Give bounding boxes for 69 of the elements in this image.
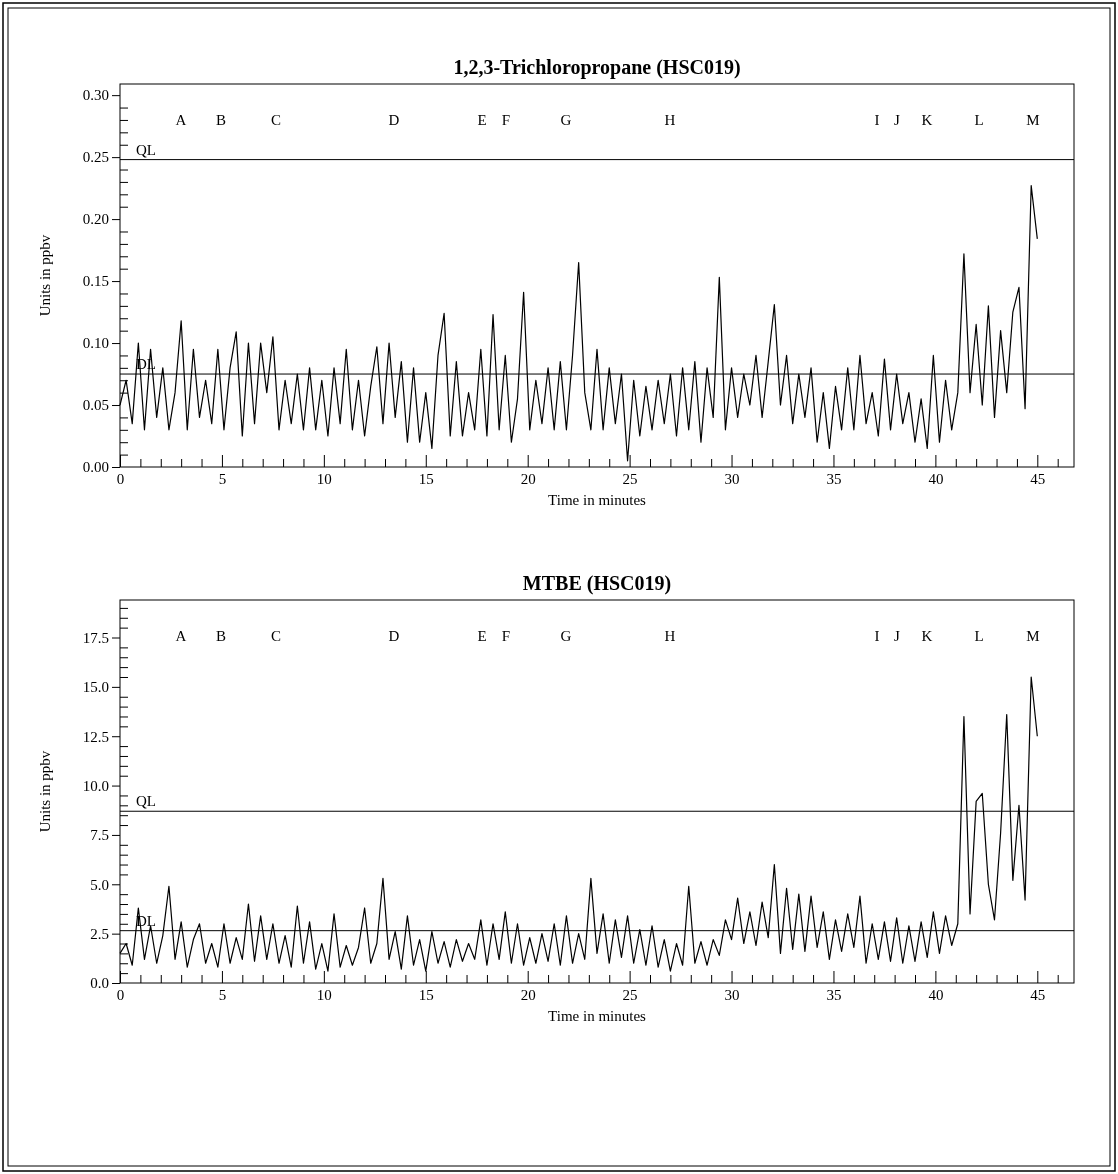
x-tick-label: 20 [520, 986, 536, 1003]
x-tick-label: 40 [928, 986, 944, 1003]
x-tick-label: 0 [116, 470, 125, 487]
annotation: F [501, 112, 511, 128]
x-tick-label: 35 [826, 986, 842, 1003]
annotation: M [1026, 112, 1040, 128]
ref-line-label: QL [136, 141, 156, 158]
x-tick-label: 5 [218, 470, 227, 487]
y-tick-label: 15.0 [82, 679, 109, 696]
x-tick-label: 45 [1030, 470, 1046, 487]
annotation: J [894, 112, 901, 128]
annotation: F [501, 628, 511, 644]
x-tick-label: 35 [826, 470, 842, 487]
x-tick-label: 30 [724, 470, 740, 487]
x-axis-title: Time in minutes [548, 1008, 647, 1024]
annotation: M [1026, 628, 1040, 644]
annotation: E [477, 628, 487, 644]
y-tick-label: 0.15 [82, 273, 109, 290]
x-axis-title: Time in minutes [548, 492, 647, 508]
x-tick-label: 20 [520, 470, 536, 487]
x-tick-label: 15 [418, 470, 434, 487]
y-tick-label: 0.0 [90, 975, 109, 992]
annotation: E [477, 112, 487, 128]
y-tick-label: 17.5 [82, 629, 109, 646]
y-tick-label: 5.0 [90, 876, 109, 893]
y-tick-label: 0.05 [82, 397, 109, 414]
annotation: G [560, 628, 572, 644]
x-tick-label: 40 [928, 470, 944, 487]
x-tick-label: 25 [622, 470, 638, 487]
y-axis-title: Units in ppbv [37, 750, 53, 833]
y-tick-label: 10.0 [82, 777, 109, 794]
annotation: K [921, 112, 933, 128]
x-tick-label: 0 [116, 986, 125, 1003]
annotation: H [664, 628, 676, 644]
annotation: C [270, 112, 282, 128]
x-tick-label: 10 [316, 986, 332, 1003]
x-tick-label: 5 [218, 986, 227, 1003]
annotation: B [215, 628, 227, 644]
annotation: B [215, 112, 227, 128]
annotation: A [175, 628, 187, 644]
chart-title: 1,2,3-Trichloropropane (HSC019) [453, 56, 741, 79]
x-tick-label: 15 [418, 986, 434, 1003]
ref-line-label: QL [136, 793, 156, 810]
y-tick-label: 0.25 [82, 149, 109, 166]
x-tick-label: 45 [1030, 986, 1046, 1003]
annotation: G [560, 112, 572, 128]
x-tick-label: 10 [316, 470, 332, 487]
annotation: I [874, 112, 880, 128]
annotation: I [874, 628, 880, 644]
annotation: L [974, 112, 984, 128]
chart-title: MTBE (HSC019) [522, 572, 672, 595]
y-tick-label: 2.5 [90, 925, 109, 942]
annotation: A [175, 112, 187, 128]
annotation: D [388, 112, 400, 128]
annotation: J [894, 628, 901, 644]
y-tick-label: 0.10 [82, 335, 109, 352]
x-tick-label: 25 [622, 986, 638, 1003]
y-tick-label: 0.30 [82, 87, 109, 104]
annotation: K [921, 628, 933, 644]
x-tick-label: 30 [724, 986, 740, 1003]
annotation: L [974, 628, 984, 644]
y-tick-label: 12.5 [82, 728, 109, 745]
y-tick-label: 0.00 [82, 459, 109, 476]
annotation: H [664, 112, 676, 128]
y-tick-label: 0.20 [82, 211, 109, 228]
y-tick-label: 7.5 [90, 827, 109, 844]
annotation: D [388, 628, 400, 644]
annotation: C [270, 628, 282, 644]
y-axis-title: Units in ppbv [37, 234, 53, 317]
